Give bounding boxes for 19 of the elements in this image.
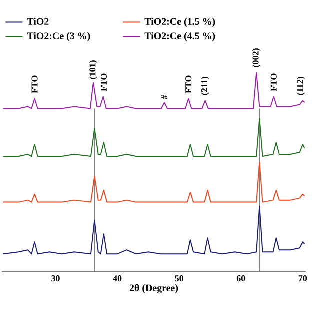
annotation: FTO: [186, 76, 192, 94]
x-tick-label: 60: [236, 276, 246, 282]
x-tick-label: 50: [175, 276, 184, 282]
legend-label: TiO2:Ce (4.5 %): [144, 32, 216, 42]
x-tick-label: 30: [52, 276, 60, 282]
annotation: (002): [252, 48, 261, 68]
legend-label: TiO2:Ce (1.5 %): [144, 18, 216, 28]
annotation: FTO: [100, 74, 107, 92]
annotation: #: [162, 95, 168, 100]
annotation: (211): [201, 77, 210, 96]
legend-label: TiO2: [27, 18, 49, 26]
legend-label: TiO2:Ce (3 %): [27, 32, 90, 42]
annotation: (112): [297, 77, 306, 96]
annotation: (101): [89, 60, 98, 80]
annotation: FTO: [270, 74, 277, 92]
annotation: FTO: [32, 76, 38, 94]
x-tick-label: 70: [298, 276, 308, 282]
x-tick-label: 40: [113, 276, 122, 282]
x-axis-title: 2θ (Degree): [130, 284, 178, 294]
